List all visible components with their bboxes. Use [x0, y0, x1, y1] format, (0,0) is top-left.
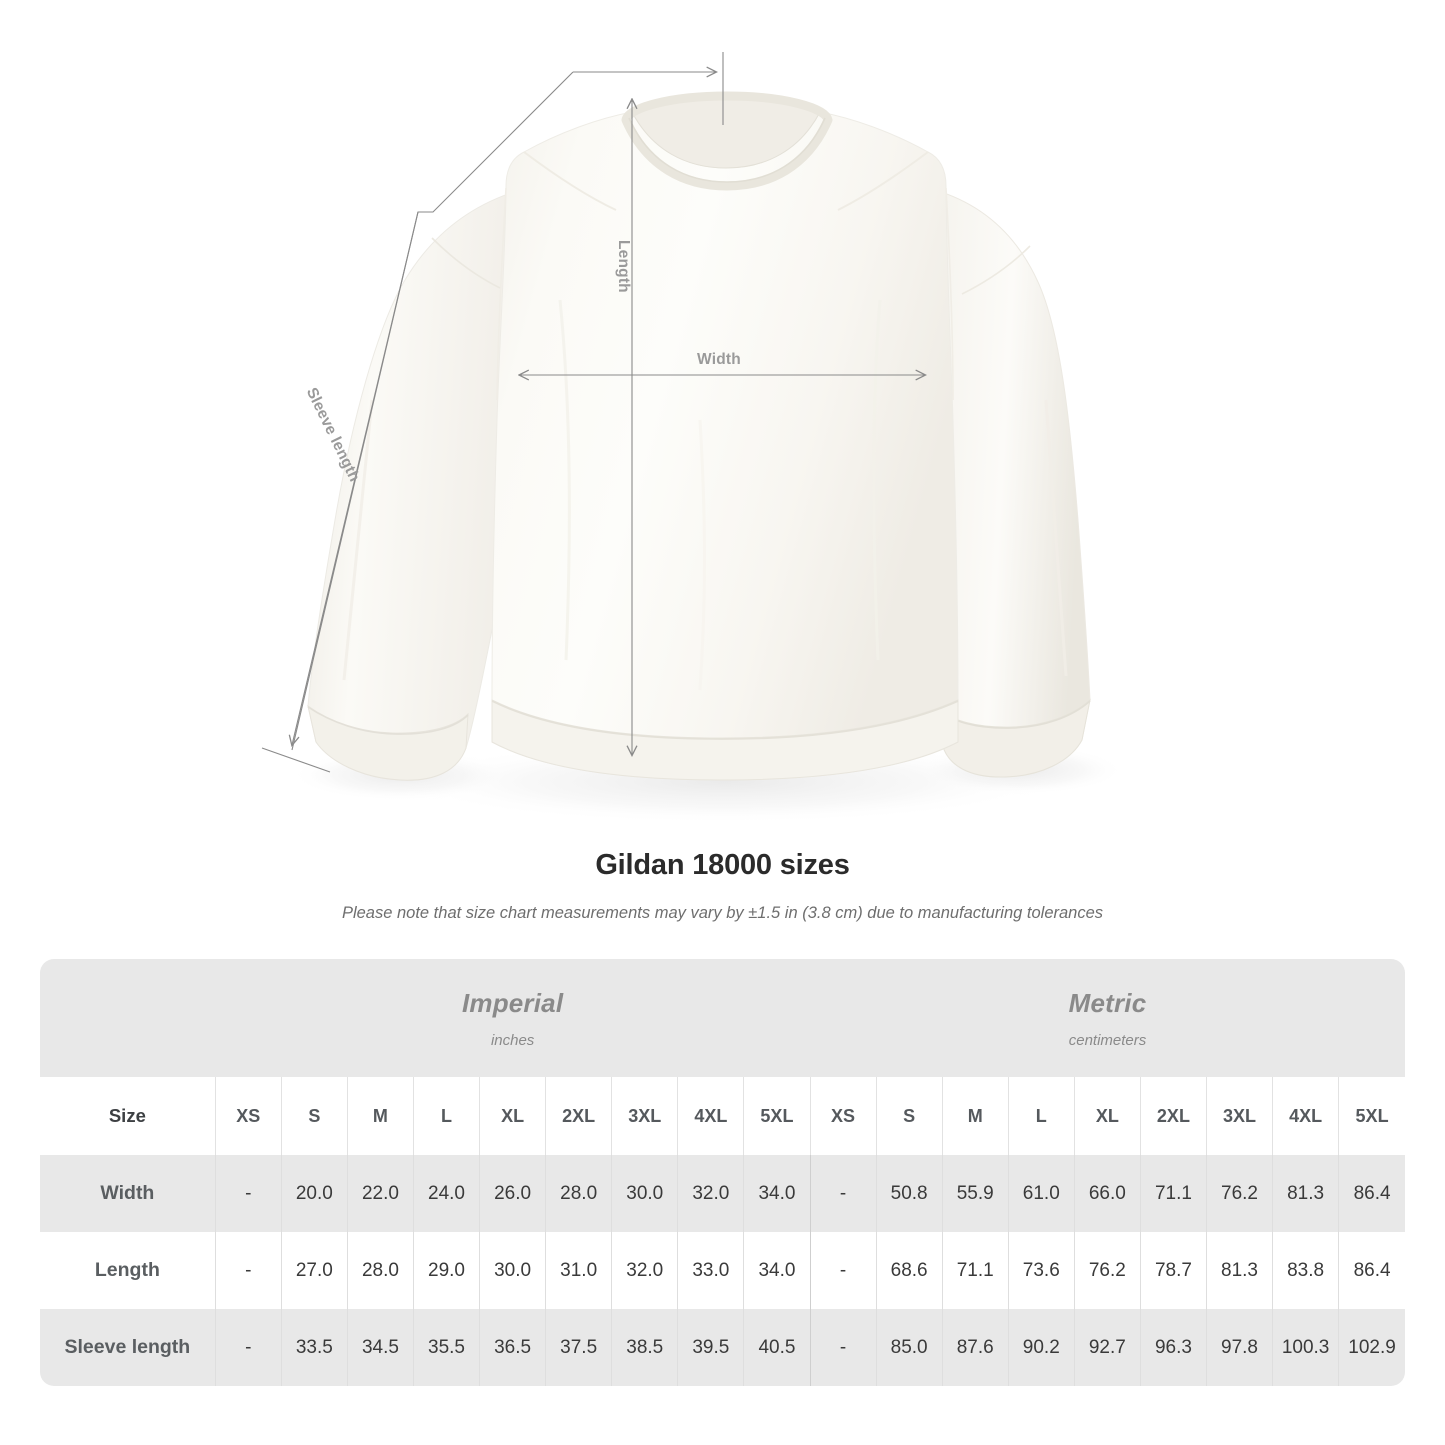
size-header-cell: Size [40, 1077, 216, 1155]
cell-length-imp-5xl: 34.0 [743, 1232, 810, 1309]
cell-length-imp-2xl: 31.0 [545, 1232, 612, 1309]
cell-width-imp-3xl: 30.0 [611, 1155, 678, 1232]
cell-length-met-2xl: 78.7 [1139, 1232, 1207, 1309]
imperial-banner: Imperial inches [215, 959, 810, 1077]
cell-sleeve-met-xs: - [809, 1309, 877, 1386]
cell-width-imp-5xl: 34.0 [743, 1155, 810, 1232]
cell-length-met-xl: 76.2 [1073, 1232, 1141, 1309]
header-imp-3xl: 3XL [611, 1077, 678, 1155]
header-imp-s: S [280, 1077, 348, 1155]
cell-width-met-s: 50.8 [875, 1155, 943, 1232]
header-met-s: S [875, 1077, 943, 1155]
sweatshirt-drawing [261, 52, 1125, 824]
cell-width-imp-xs: - [214, 1155, 282, 1232]
cell-sleeve-met-xl: 92.7 [1073, 1309, 1141, 1386]
header-imp-xl: XL [479, 1077, 546, 1155]
metric-banner: Metric centimeters [810, 959, 1405, 1077]
banner-spacer [40, 959, 216, 1077]
cell-length-imp-l: 29.0 [412, 1232, 480, 1309]
header-met-5xl: 5XL [1338, 1077, 1405, 1155]
sleeve-measure-line [261, 52, 724, 773]
cell-sleeve-imp-m: 34.5 [346, 1309, 414, 1386]
header-imp-xs: XS [214, 1077, 282, 1155]
header-imp-m: M [346, 1077, 414, 1155]
cell-width-met-l: 61.0 [1007, 1155, 1075, 1232]
table-row: Length - 27.0 28.0 29.0 30.0 31.0 32.0 3… [40, 1232, 1405, 1309]
cell-width-imp-4xl: 32.0 [677, 1155, 744, 1232]
header-imp-5xl: 5XL [743, 1077, 810, 1155]
cell-length-met-l: 73.6 [1007, 1232, 1075, 1309]
garment-illustration: Length Width Sleeve length [261, 52, 1125, 824]
cell-length-imp-3xl: 32.0 [611, 1232, 678, 1309]
cell-width-met-5xl: 86.4 [1338, 1155, 1405, 1232]
tolerance-note: Please note that size chart measurements… [341, 904, 1104, 922]
cell-length-met-m: 71.1 [941, 1232, 1009, 1309]
cell-width-imp-xl: 26.0 [479, 1155, 546, 1232]
cell-length-met-5xl: 86.4 [1338, 1232, 1405, 1309]
cell-sleeve-met-2xl: 96.3 [1139, 1309, 1207, 1386]
metric-unit-label: centimeters [1068, 1031, 1147, 1049]
cell-length-imp-s: 27.0 [280, 1232, 348, 1309]
cell-sleeve-imp-3xl: 38.5 [611, 1309, 678, 1386]
header-imp-2xl: 2XL [545, 1077, 612, 1155]
header-met-xl: XL [1073, 1077, 1141, 1155]
header-met-4xl: 4XL [1272, 1077, 1339, 1155]
cell-length-met-3xl: 81.3 [1205, 1232, 1273, 1309]
cell-width-imp-l: 24.0 [412, 1155, 480, 1232]
cell-width-met-m: 55.9 [941, 1155, 1009, 1232]
header-imp-l: L [412, 1077, 480, 1155]
cell-sleeve-imp-xl: 36.5 [479, 1309, 546, 1386]
cell-sleeve-met-s: 85.0 [875, 1309, 943, 1386]
cell-length-imp-m: 28.0 [346, 1232, 414, 1309]
cell-sleeve-met-3xl: 97.8 [1205, 1309, 1273, 1386]
cell-width-met-4xl: 81.3 [1272, 1155, 1339, 1232]
cell-width-met-3xl: 76.2 [1205, 1155, 1273, 1232]
cell-sleeve-imp-l: 35.5 [412, 1309, 480, 1386]
width-label: Width [697, 351, 741, 368]
imperial-system-label: Imperial [461, 987, 564, 1018]
size-table-wrap: Imperial inches Metric centimeters Size … [40, 959, 1405, 1386]
cell-width-met-xs: - [809, 1155, 877, 1232]
size-table: Imperial inches Metric centimeters Size … [40, 959, 1405, 1386]
cell-sleeve-imp-4xl: 39.5 [677, 1309, 744, 1386]
title-block: Gildan 18000 sizes Please note that size… [0, 845, 1445, 923]
cell-sleeve-met-m: 87.6 [941, 1309, 1009, 1386]
cell-length-met-4xl: 83.8 [1272, 1232, 1339, 1309]
cell-sleeve-imp-5xl: 40.5 [743, 1309, 810, 1386]
cell-width-imp-s: 20.0 [280, 1155, 348, 1232]
cell-sleeve-met-4xl: 100.3 [1272, 1309, 1339, 1386]
header-imp-4xl: 4XL [677, 1077, 744, 1155]
cell-width-imp-m: 22.0 [346, 1155, 414, 1232]
table-row: Sleeve length - 33.5 34.5 35.5 36.5 37.5… [40, 1309, 1405, 1386]
size-header-row: Size XS S M L XL 2XL 3XL 4XL 5XL XS S M … [40, 1077, 1405, 1155]
cell-sleeve-met-5xl: 102.9 [1338, 1309, 1405, 1386]
cell-sleeve-imp-xs: - [214, 1309, 282, 1386]
cell-width-imp-2xl: 28.0 [545, 1155, 612, 1232]
cell-sleeve-imp-2xl: 37.5 [545, 1309, 612, 1386]
cell-length-met-xs: - [809, 1232, 877, 1309]
cell-width-met-2xl: 71.1 [1139, 1155, 1207, 1232]
page-title: Gildan 18000 sizes [595, 849, 850, 881]
imperial-unit-label: inches [490, 1031, 535, 1049]
metric-system-label: Metric [1068, 987, 1147, 1018]
table-row: Width - 20.0 22.0 24.0 26.0 28.0 30.0 32… [40, 1155, 1405, 1232]
header-met-2xl: 2XL [1139, 1077, 1207, 1155]
cell-width-met-xl: 66.0 [1073, 1155, 1141, 1232]
unit-banner-row: Imperial inches Metric centimeters [40, 959, 1405, 1077]
header-met-l: L [1007, 1077, 1075, 1155]
row-label-sleeve-length: Sleeve length [40, 1309, 216, 1386]
row-label-length: Length [40, 1232, 216, 1309]
cell-length-met-s: 68.6 [875, 1232, 943, 1309]
header-met-xs: XS [809, 1077, 877, 1155]
cell-length-imp-4xl: 33.0 [677, 1232, 744, 1309]
cell-length-imp-xl: 30.0 [479, 1232, 546, 1309]
header-met-3xl: 3XL [1205, 1077, 1273, 1155]
length-label: Length [615, 240, 632, 293]
header-met-m: M [941, 1077, 1009, 1155]
cell-sleeve-imp-s: 33.5 [280, 1309, 348, 1386]
cell-length-imp-xs: - [214, 1232, 282, 1309]
cell-sleeve-met-l: 90.2 [1007, 1309, 1075, 1386]
row-label-width: Width [40, 1155, 216, 1232]
